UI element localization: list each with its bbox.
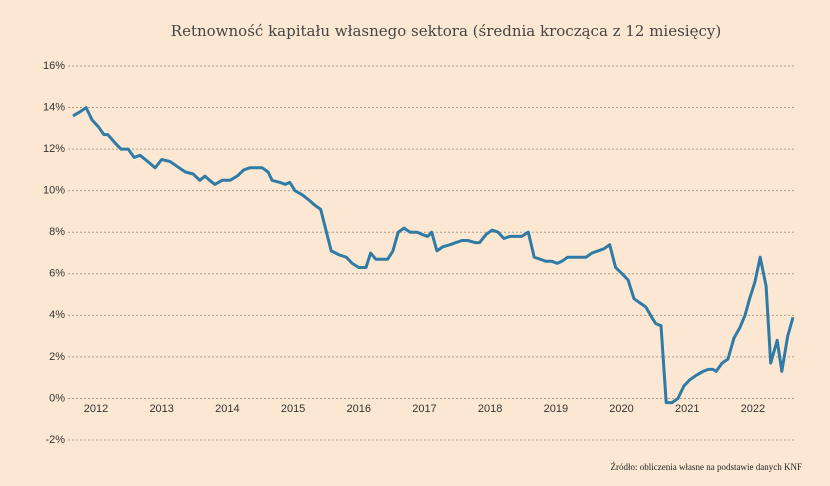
x-tick-label: 2020 xyxy=(609,403,633,415)
x-tick-label: 2012 xyxy=(84,403,108,415)
chart-title: Retnowność kapitału własnego sektora (śr… xyxy=(171,22,721,40)
y-tick-label: 8% xyxy=(49,226,65,238)
y-tick-label: 4% xyxy=(49,309,65,321)
y-tick-label: 12% xyxy=(43,143,65,155)
x-tick-label: 2019 xyxy=(544,403,568,415)
x-tick-label: 2015 xyxy=(281,403,305,415)
y-tick-label: 0% xyxy=(49,392,65,404)
y-tick-label: 6% xyxy=(49,268,65,280)
x-tick-label: 2022 xyxy=(741,403,765,415)
x-tick-label: 2016 xyxy=(347,403,371,415)
y-tick-label: 16% xyxy=(43,60,65,72)
x-tick-label: 2013 xyxy=(149,403,173,415)
y-tick-label: 2% xyxy=(49,351,65,363)
data-line xyxy=(72,106,795,405)
x-tick-label: 2018 xyxy=(478,403,502,415)
x-tick-label: 2014 xyxy=(215,403,239,415)
x-tick-label: 2017 xyxy=(412,403,436,415)
y-tick-label: -2% xyxy=(45,434,65,446)
y-tick-label: 14% xyxy=(43,101,65,113)
x-tick-label: 2021 xyxy=(675,403,699,415)
y-tick-label: 10% xyxy=(43,185,65,197)
source-note: Źródło: obliczenia własne na podstawie d… xyxy=(611,462,802,472)
